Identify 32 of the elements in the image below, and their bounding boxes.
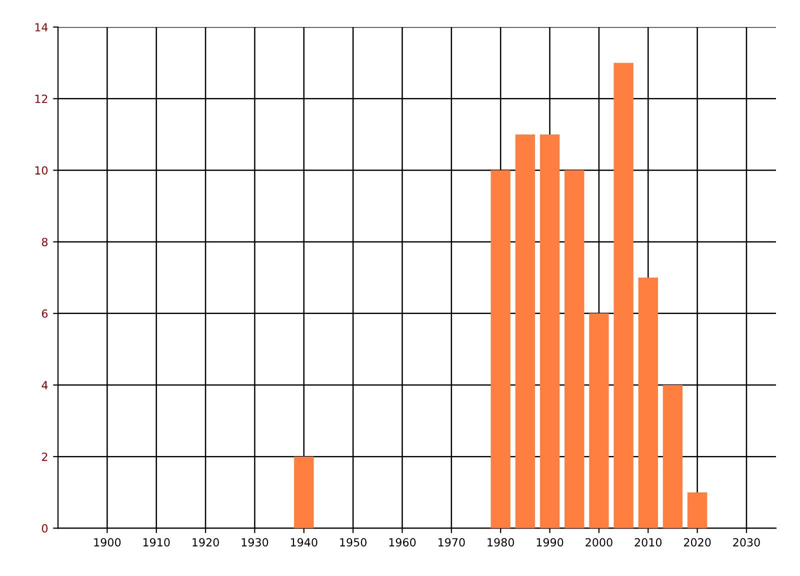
bar — [540, 134, 560, 528]
y-tick-label: 2 — [42, 452, 48, 461]
bar — [662, 385, 683, 528]
x-tick-label: 1970 — [438, 538, 465, 547]
x-tick-label: 2010 — [634, 538, 662, 547]
bar — [294, 456, 314, 528]
bar — [614, 62, 634, 528]
bar — [687, 492, 708, 528]
x-tick-label: 1950 — [340, 538, 366, 547]
y-tick-label: 8 — [42, 238, 48, 246]
y-tick-label: 12 — [35, 94, 48, 103]
y-tick-label: 10 — [35, 166, 48, 175]
y-tick-label: 4 — [42, 381, 48, 390]
x-tick-label: 1930 — [242, 538, 268, 547]
bar — [490, 170, 510, 528]
bar — [515, 134, 536, 528]
bar — [638, 278, 658, 528]
x-tick-label: 2030 — [733, 538, 760, 547]
x-tick-label: 1900 — [94, 538, 121, 547]
y-tick-label: 6 — [42, 309, 48, 318]
x-tick-label: 1990 — [536, 538, 564, 547]
y-tick-label: 14 — [35, 23, 48, 32]
x-tick-label: 1920 — [192, 538, 219, 547]
x-tick-label: 1980 — [488, 538, 514, 547]
bar — [589, 313, 609, 528]
x-tick-label: 1940 — [290, 538, 318, 547]
bar — [564, 170, 584, 528]
x-tick-label: 1910 — [143, 538, 170, 547]
x-tick-label: 2000 — [586, 538, 612, 547]
x-tick-label: 2020 — [684, 538, 711, 547]
y-tick-label: 0 — [42, 524, 48, 533]
x-tick-label: 1960 — [389, 538, 416, 547]
